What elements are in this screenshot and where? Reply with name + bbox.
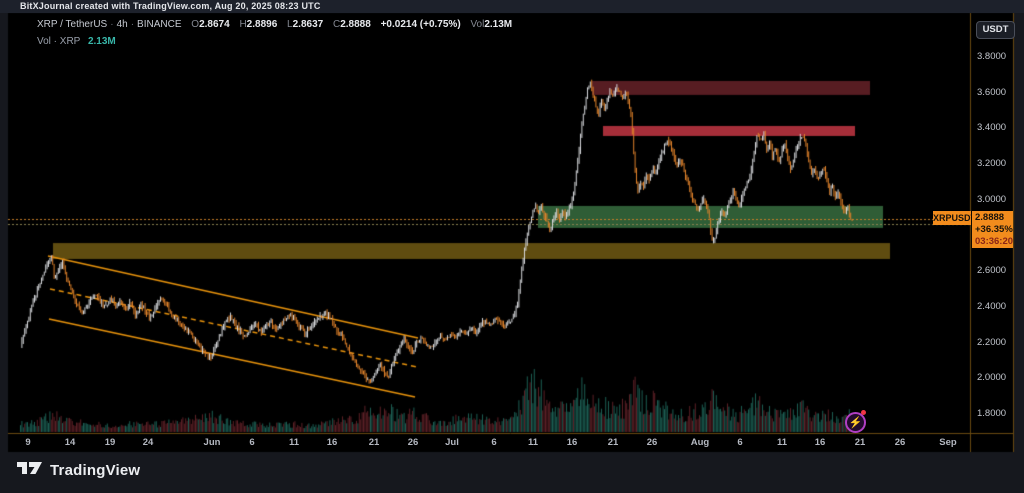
tradingview-logo[interactable]: TradingView	[16, 459, 140, 482]
time-tick: Jun	[203, 437, 221, 448]
price-tick: 3.4000	[977, 122, 1007, 134]
time-tick: 16	[326, 437, 338, 448]
ohlc-high-value: 2.8896	[246, 19, 278, 30]
time-tick: 19	[104, 437, 116, 448]
time-tick: 6	[249, 437, 255, 448]
symbol-interval: 4h	[116, 19, 128, 30]
symbol-name: XRP / TetherUS	[37, 19, 108, 30]
price-tick: 3.6000	[977, 86, 1007, 98]
time-tick: 6	[491, 437, 497, 448]
time-tick: 24	[142, 437, 154, 448]
time-tick: Aug	[690, 437, 710, 448]
time-tick: Jul	[445, 437, 459, 448]
currency-toggle-button[interactable]: USDT	[976, 21, 1015, 39]
volume-indicator-label: Vol · XRP	[37, 36, 81, 47]
time-tick: 11	[527, 437, 539, 448]
title-bar: BitXJournal created with TradingView.com…	[0, 0, 1024, 13]
ohlc-low-value: 2.8637	[292, 19, 324, 30]
price-tick: 3.0000	[977, 193, 1007, 205]
symbol-legend: XRP / TetherUS · 4h · BINANCE O2.8674 H2.889…	[37, 19, 512, 30]
legend-separator: ·	[110, 19, 114, 30]
volume-indicator-legend: Vol · XRP 2.13M	[37, 36, 116, 47]
symbol-exchange: BINANCE	[137, 19, 182, 30]
last-price-change-pct: +36.35%	[975, 224, 1013, 235]
time-tick: 6	[737, 437, 743, 448]
volume-indicator-value: 2.13M	[87, 36, 116, 47]
ohlc-high-key: H	[239, 19, 247, 30]
time-tick: Sep	[939, 437, 957, 448]
ohlc-open-value: 2.8674	[199, 19, 230, 30]
time-tick: 16	[566, 437, 578, 448]
ohlc-open-key: O	[191, 19, 200, 30]
time-tick: 14	[64, 437, 76, 448]
volume-key: Vol	[470, 19, 485, 30]
tradingview-logo-text: TradingView	[50, 462, 141, 479]
time-tick: 21	[854, 437, 866, 448]
time-tick: 26	[894, 437, 906, 448]
time-tick: 26	[646, 437, 658, 448]
bar-countdown: 03:36:20	[975, 236, 1014, 247]
ohlc-low-key: L	[287, 19, 293, 30]
last-price-label: 2.8888 +36.35% 03:36:20	[972, 211, 1013, 248]
notification-dot	[861, 410, 866, 415]
price-tick: 2.4000	[977, 300, 1007, 312]
ohlc-close-key: C	[332, 19, 341, 30]
last-price-symbol-tag: XRPUSDT	[933, 211, 977, 225]
last-price-value: 2.8888	[975, 212, 1005, 223]
price-tick: 3.2000	[977, 158, 1007, 170]
price-tick: 2.0000	[977, 372, 1007, 384]
price-tick: 1.8000	[977, 408, 1007, 419]
time-tick: 16	[814, 437, 826, 448]
flash-icon[interactable]: ⚡	[845, 412, 866, 433]
title-bar-text: BitXJournal created with TradingView.com…	[20, 1, 321, 11]
time-tick: 26	[407, 437, 419, 448]
price-tick: 2.2000	[977, 336, 1007, 348]
price-change: +0.0214 (+0.75%)	[380, 19, 461, 30]
time-tick: 9	[25, 437, 31, 448]
price-tick: 3.8000	[977, 51, 1007, 62]
volume-value: 2.13M	[484, 19, 513, 30]
ohlc-close-value: 2.8888	[340, 19, 371, 30]
time-tick: 21	[368, 437, 380, 448]
legend-separator: ·	[130, 19, 135, 30]
time-tick: 11	[288, 437, 300, 448]
time-tick: 11	[776, 437, 788, 448]
time-tick: 21	[607, 437, 619, 448]
price-tick: 2.6000	[977, 265, 1007, 277]
tradingview-logo-icon	[16, 459, 43, 482]
